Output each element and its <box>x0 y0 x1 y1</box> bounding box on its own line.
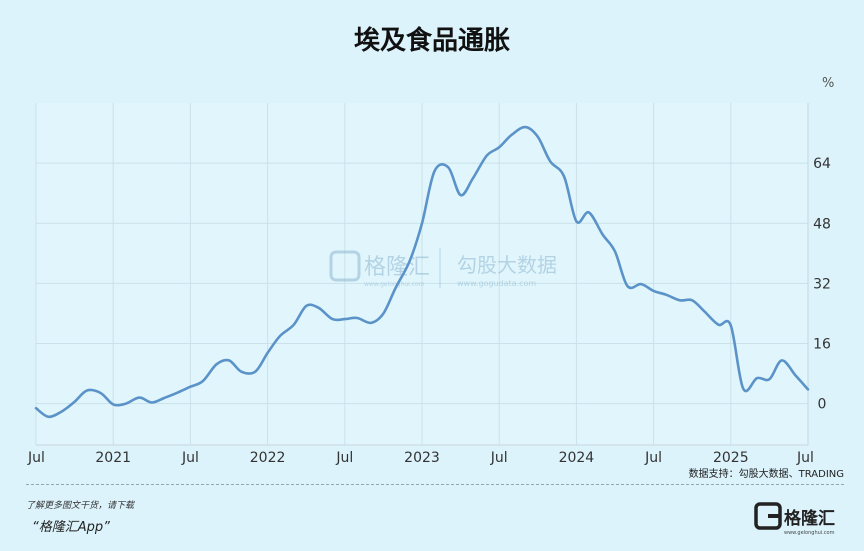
x-tick-label: Jul <box>27 450 45 466</box>
x-tick-label: 2022 <box>250 450 286 466</box>
y-unit-label: % <box>822 76 834 91</box>
watermark-right-sub: www.gogudata.com <box>457 279 536 288</box>
y-tick-label: 32 <box>813 276 831 292</box>
y-tick-label: 0 <box>818 397 827 413</box>
promo-line-1: 了解更多图文干货，请下载 <box>26 501 135 511</box>
watermark-left-sub: www.gelonghui.com <box>364 281 425 288</box>
x-tick-label: Jul <box>335 450 353 466</box>
y-tick-label: 48 <box>813 216 831 232</box>
logo-text: 格隆汇 <box>784 508 835 529</box>
x-tick-label: Jul <box>490 450 508 466</box>
y-tick-labels: 0 16 32 48 64 <box>813 156 831 413</box>
gelonghui-logo: 格隆汇 www.gelonghui.com <box>754 502 835 536</box>
footer-divider <box>26 484 844 485</box>
x-tick-label: 2021 <box>95 450 131 466</box>
logo-subtext: www.gelonghui.com <box>784 530 835 536</box>
promo-line-2: “格隆汇App” <box>32 520 110 535</box>
x-tick-label: Jul <box>181 450 199 466</box>
series-line <box>34 125 810 419</box>
y-tick-label: 64 <box>813 156 831 172</box>
y-tick-label: 16 <box>813 337 831 353</box>
watermark-left-text: 格隆汇 <box>364 255 430 280</box>
x-tick-label: Jul <box>796 450 814 466</box>
x-tick-label: Jul <box>644 450 662 466</box>
x-tick-label: 2023 <box>404 450 440 466</box>
watermark-right-text: 勾股大数据 <box>457 253 557 277</box>
x-tick-labels: Jul 2021 Jul 2022 Jul 2023 Jul 2024 Jul 2025 Jul <box>27 450 814 466</box>
x-tick-label: 2025 <box>713 450 749 466</box>
source-note: 数据支持：勾股大数据、TRADING <box>688 469 844 480</box>
watermark: 格隆汇 www.gelonghui.com 勾股大数据 www.gogudata… <box>329 248 557 288</box>
logo-g-bar <box>768 514 780 518</box>
chart-title: 埃及食品通胀 <box>353 26 510 56</box>
x-tick-label: 2024 <box>559 450 595 466</box>
watermark-g-icon <box>329 250 361 282</box>
